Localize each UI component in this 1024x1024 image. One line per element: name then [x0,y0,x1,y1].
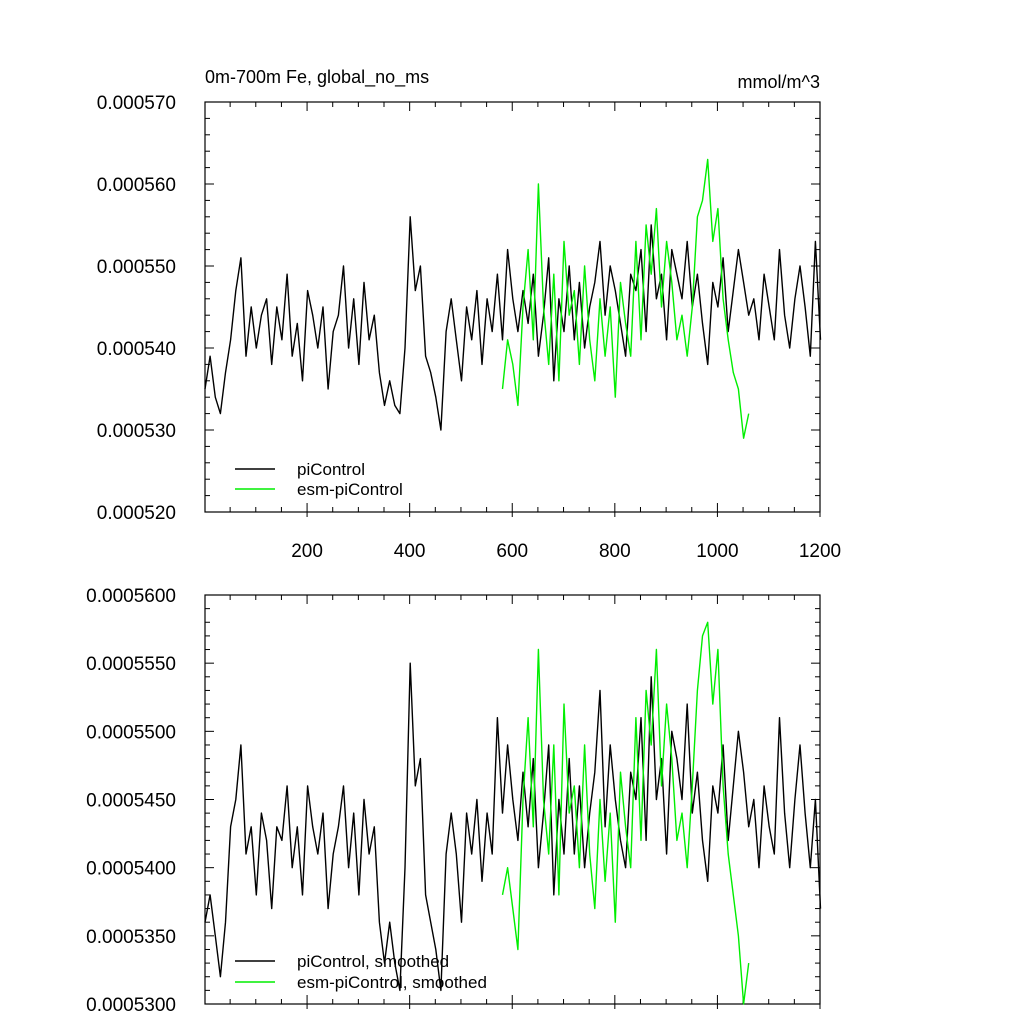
top-plot-frame [204,101,821,513]
y-tick-label: 0.000570 [97,93,176,114]
series-line-esm-picontrol-smoothed [501,621,750,1005]
y-tick-label: 0.0005400 [86,859,176,880]
y-tick-label: 0.0005300 [86,995,176,1016]
bottom-chart-series [204,621,822,1005]
y-tick-label: 0.000530 [97,421,176,442]
bottom-chart-panel: 0.0005300 0.0005350 0.0005400 0.0005450 0.00… [86,586,822,1016]
x-tick-label: 600 [496,541,528,562]
top-chart-title: 0m-700m Fe, global_no_ms [205,67,429,88]
x-tick-label: 400 [394,541,426,562]
y-tick-label: 0.000520 [97,503,176,524]
y-tick-label: 0.000550 [97,257,176,278]
y-tick-label: 0.0005550 [86,654,176,675]
bottom-chart-ticks: 0.0005300 0.0005350 0.0005400 0.0005450 0.00… [86,586,821,1016]
series-line-picontrol-smoothed [204,662,822,992]
y-tick-label: 0.000540 [97,339,176,360]
series-line-esm-picontrol [501,158,750,439]
x-tick-label: 1000 [696,541,738,562]
x-tick-label: 200 [291,541,323,562]
top-chart-legend: piControl esm-piControl [235,460,403,499]
legend-label-picontrol: piControl [297,460,365,479]
top-chart-series [204,158,822,439]
top-chart-ticks: 0.000520 0.000530 0.000540 0.000550 0.000560… [97,93,841,562]
legend-label-picontrol-smoothed: piControl, smoothed [297,952,449,971]
bottom-chart-legend: piControl, smoothed esm-piControl, smoot… [235,952,487,992]
top-chart-units: mmol/m^3 [738,72,820,92]
y-tick-label: 0.0005350 [86,927,176,948]
legend-label-esm-picontrol-smoothed: esm-piControl, smoothed [297,973,487,992]
top-chart-panel: 0.000520 0.000530 0.000540 0.000550 0.000560… [97,67,841,562]
legend-label-esm-picontrol: esm-piControl [297,480,403,499]
x-tick-label: 800 [599,541,631,562]
x-tick-label: 1200 [799,541,841,562]
y-tick-label: 0.000560 [97,175,176,196]
y-tick-label: 0.0005450 [86,791,176,812]
y-tick-label: 0.0005600 [86,586,176,607]
series-line-picontrol [204,216,822,431]
y-tick-label: 0.0005500 [86,722,176,743]
